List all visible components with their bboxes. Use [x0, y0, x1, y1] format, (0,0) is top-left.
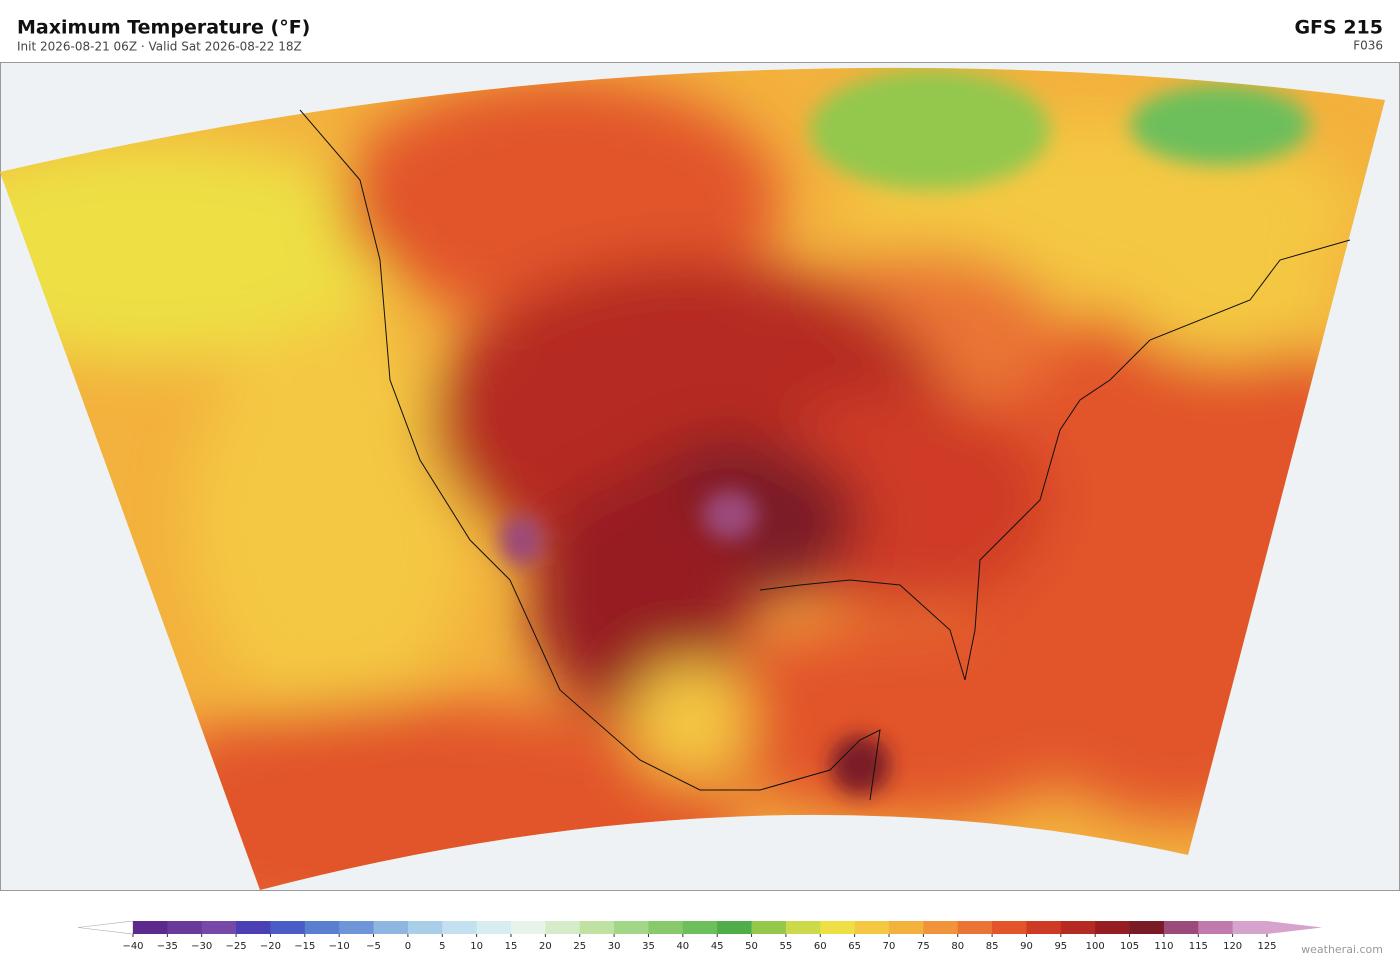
colorbar-tick-label: 45	[711, 941, 724, 952]
colorbar-tick-label: 125	[1257, 941, 1276, 952]
colorbar-tick-label: 60	[814, 941, 827, 952]
colorbar-tick-label: 50	[745, 941, 758, 952]
colorbar-tick-label: 40	[676, 941, 689, 952]
colorbar-tick-label: 110	[1154, 941, 1173, 952]
colorbar-tick-label: 105	[1120, 941, 1139, 952]
colorbar-segment	[957, 921, 993, 934]
colorbar-tick-label: −20	[260, 941, 281, 952]
colorbar-segment	[167, 921, 203, 934]
colorbar-tick-label: 70	[883, 941, 896, 952]
colorbar-tick-label: 85	[986, 941, 999, 952]
colorbar-segment	[785, 921, 821, 934]
colorbar-tick-label: 30	[608, 941, 621, 952]
colorbar-tick-label: −40	[122, 941, 143, 952]
colorbar-segment	[648, 921, 684, 934]
colorbar-tick-label: −25	[226, 941, 247, 952]
colorbar-segment	[236, 921, 271, 934]
colorbar-tick-label: −35	[157, 941, 178, 952]
colorbar-tick-label: 55	[780, 941, 793, 952]
title: Maximum Temperature (°F)	[17, 17, 310, 39]
colorbar-tick-label: 120	[1223, 941, 1242, 952]
colorbar-segment	[992, 921, 1027, 934]
colorbar-segment	[373, 921, 409, 934]
colorbar-segment	[1163, 921, 1199, 934]
colorbar-tick-label: 115	[1189, 941, 1208, 952]
colorbar-segment	[1026, 921, 1062, 934]
colorbar-segment	[614, 921, 649, 934]
colorbar-tick-label: 80	[951, 941, 964, 952]
coastline	[299, 109, 1351, 801]
colorbar-segment	[545, 921, 581, 934]
colorbar-tick-label: 75	[917, 941, 930, 952]
colorbar-tick-label: 100	[1086, 941, 1105, 952]
forecast: F036	[1353, 39, 1383, 53]
watermark: weatherai.com	[1301, 943, 1383, 956]
colorbar-tick-label: 90	[1020, 941, 1033, 952]
colorbar-tick-label: 20	[539, 941, 552, 952]
colorbar-segment	[751, 921, 787, 934]
colorbar-segment	[442, 921, 478, 934]
colorbar-tick-label: 25	[573, 941, 586, 952]
colorbar-segment	[201, 921, 237, 934]
colorbar-segment	[1129, 921, 1165, 934]
colorbar-tick-label: 10	[470, 941, 483, 952]
colorbar-segment	[1232, 921, 1268, 934]
colorbar-segment	[511, 921, 546, 934]
colorbar-segment	[889, 921, 924, 934]
colorbar-tick-label: 95	[1054, 941, 1067, 952]
colorbar-tick-label: −5	[366, 941, 381, 952]
subtitle: Init 2026-08-21 06Z · Valid Sat 2026-08-…	[17, 40, 302, 54]
colorbar-segment	[717, 921, 753, 934]
colorbar-segment	[1095, 921, 1131, 934]
colorbar-segment	[407, 921, 443, 934]
colorbar-tick-label: 15	[505, 941, 518, 952]
colorbar-tick-label: 65	[848, 941, 861, 952]
colorbar-segment	[923, 921, 959, 934]
colorbar-tick-label: −15	[294, 941, 315, 952]
colorbar-under	[77, 920, 134, 935]
colorbar-tick-label: −10	[329, 941, 350, 952]
colorbar-segment	[270, 921, 306, 934]
colorbar-segment	[304, 921, 340, 934]
colorbar-segment	[133, 921, 168, 934]
colorbar-tick-label: 5	[439, 941, 445, 952]
colorbar-segment	[579, 921, 615, 934]
colorbar-segment	[339, 921, 375, 934]
colorbar-segment	[854, 921, 890, 934]
colorbar-tick-label: 35	[642, 941, 655, 952]
colorbar-segment	[682, 921, 718, 934]
colorbar: −40 −35 −30 −25 −20 −15 −10 −5 0 5 10 15 20 25 30 35 40 4…	[77, 920, 1322, 952]
colorbar-segment	[1198, 921, 1234, 934]
colorbar-segment	[476, 921, 512, 934]
colorbar-segment	[1060, 921, 1096, 934]
model: GFS 215	[1294, 17, 1383, 39]
colorbar-segment	[820, 921, 856, 934]
colorbar-tick-label: −30	[191, 941, 212, 952]
colorbar-over	[1267, 921, 1322, 934]
colorbar-tick-label: 0	[405, 941, 411, 952]
